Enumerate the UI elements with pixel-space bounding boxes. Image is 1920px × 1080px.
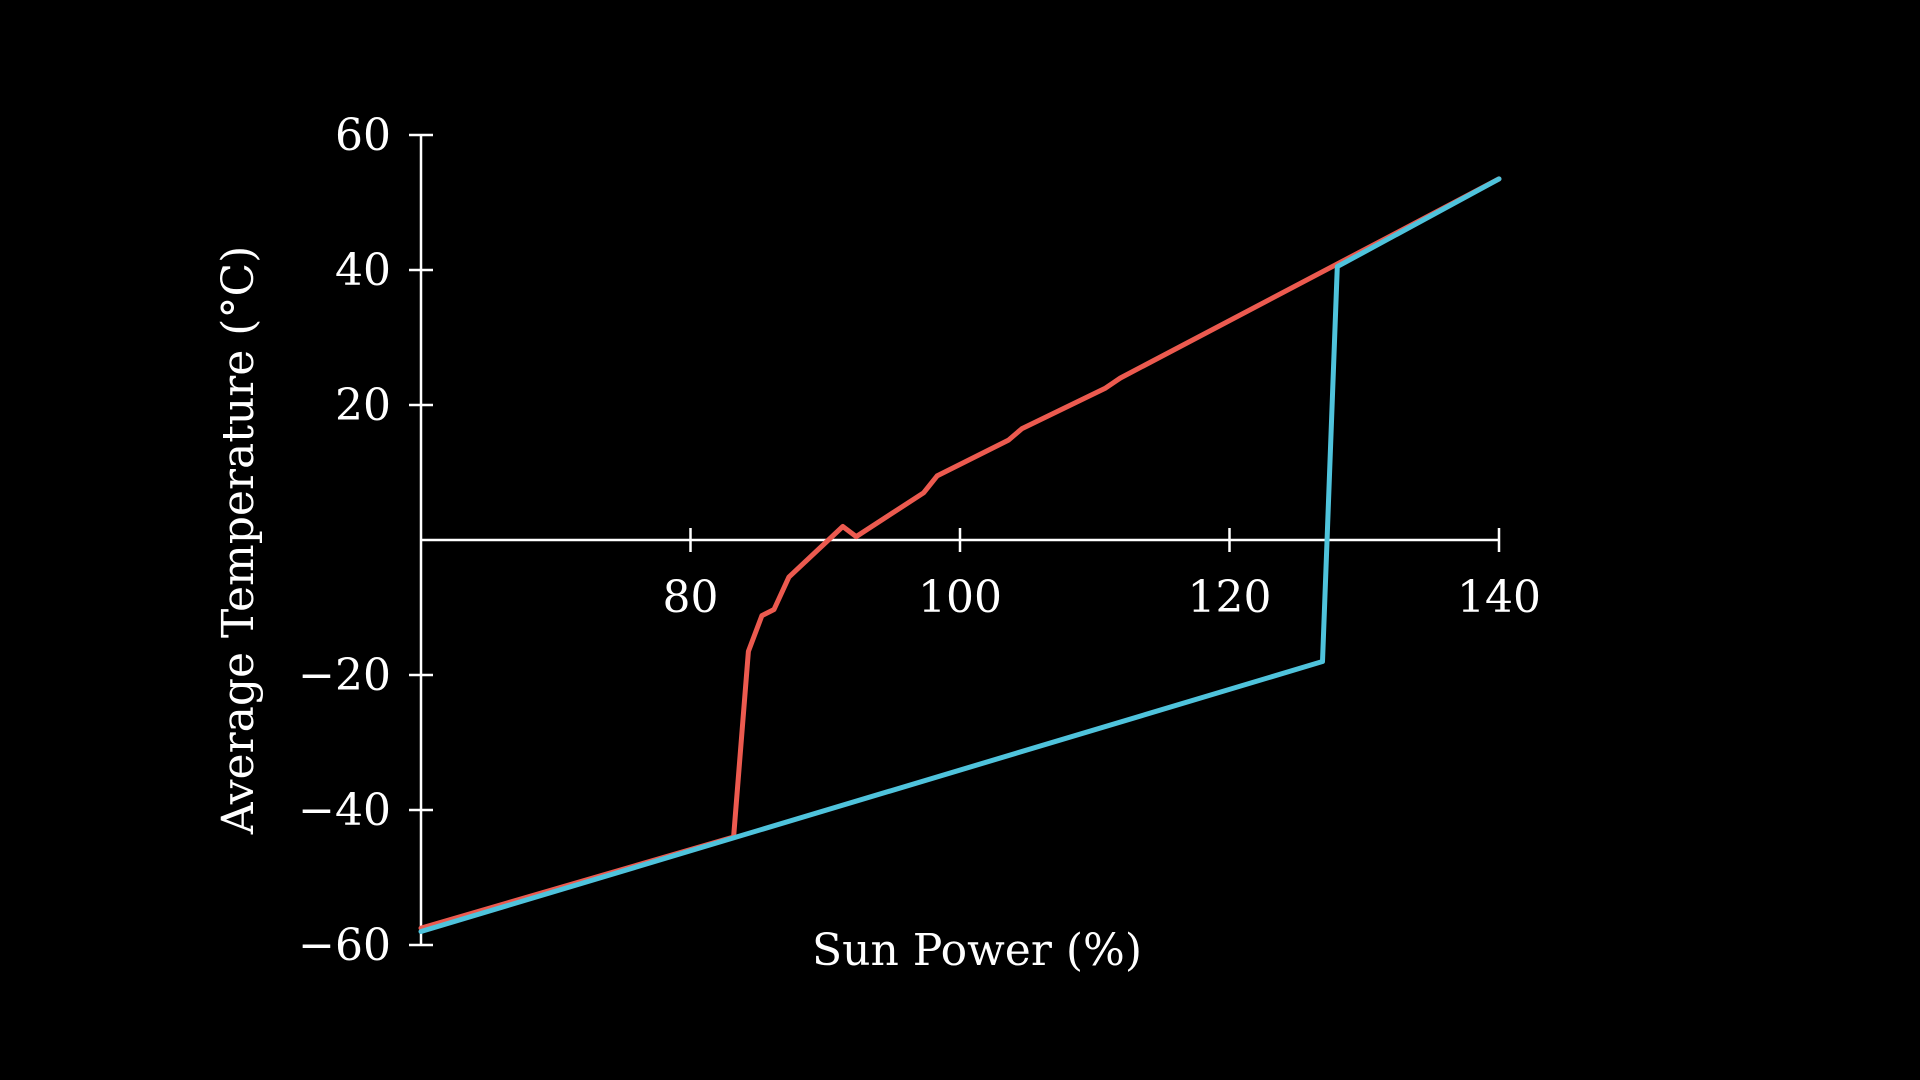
x-tick-label: 80 [663,572,719,623]
x-tick-label: 140 [1457,572,1541,623]
x-tick-label: 100 [918,572,1002,623]
series-line-1 [418,176,1502,931]
x-tick-label: 120 [1188,572,1272,623]
y-axis-title: Average Temperature (°C) [213,246,264,836]
y-tick-label: −60 [298,920,391,971]
y-tick-label: 60 [335,110,391,161]
x-axis-title: Sun Power (%) [812,925,1142,976]
y-tick-label: 40 [335,245,391,296]
series-group [418,176,1502,934]
ticks: 80 100 120 140 60 40 20 −20 −40 −60 [298,110,1541,971]
series-line-2 [418,176,1502,934]
y-tick-label: 20 [335,380,391,431]
y-tick-label: −40 [298,785,391,836]
y-tick-label: −20 [298,650,391,701]
